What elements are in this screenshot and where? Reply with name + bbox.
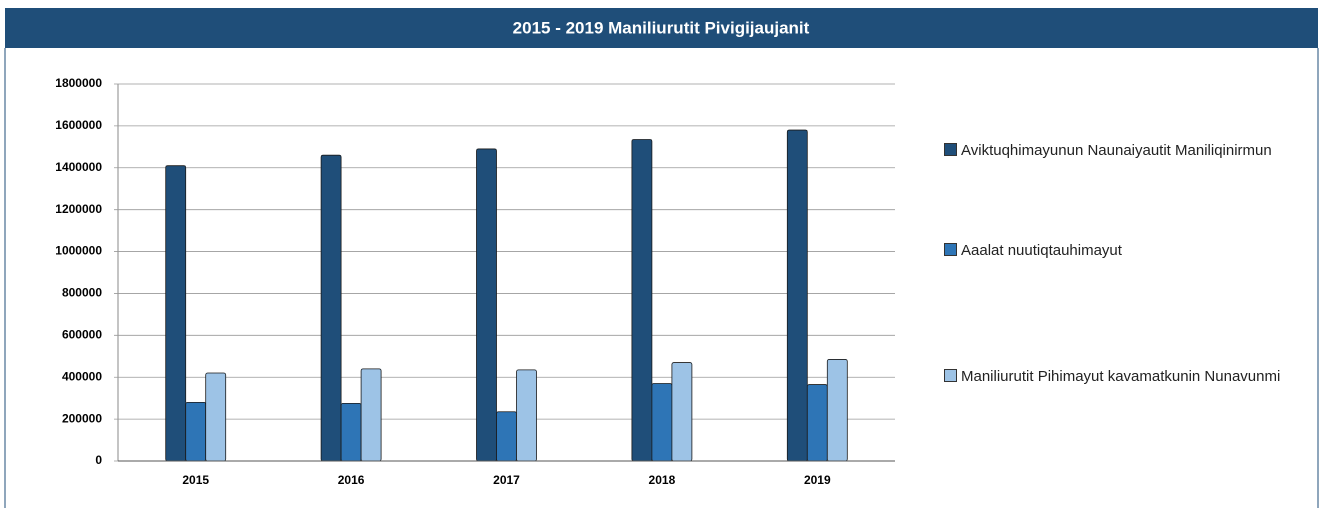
y-tick-label: 800000 [62,286,102,300]
x-tick-label: 2019 [804,473,831,487]
y-tick-label: 1200000 [55,202,102,216]
x-tick-label: 2018 [649,473,676,487]
legend-item: Maniliurutit Pihimayut kavamatkunin Nuna… [944,366,1284,388]
bar [340,403,362,462]
y-tick-label: 200000 [62,411,102,425]
bar [826,359,848,462]
legend-label: Aaalat nuutiqtauhimayut [961,242,1122,259]
y-tick-label: 600000 [62,328,102,342]
legend-label: Maniliurutit Pihimayut kavamatkunin Nuna… [961,368,1281,385]
legend-swatch [944,243,957,256]
bar [185,401,207,462]
y-tick-label: 1000000 [55,244,102,258]
legend: Aviktuqhimayunun Naunaiyautit Maniliqini… [944,0,1304,508]
bar [516,369,537,462]
legend-label: Aviktuqhimayunun Naunaiyautit Maniliqini… [961,142,1272,159]
bar [651,383,673,462]
bar [496,411,517,462]
x-tick-label: 2017 [493,473,520,487]
legend-item: Aaalat nuutiqtauhimayut [944,240,1284,262]
y-tick-label: 1800000 [55,76,102,90]
bar [806,384,828,462]
bar [165,165,187,462]
legend-item: Aviktuqhimayunun Naunaiyautit Maniliqini… [944,140,1284,162]
bar [476,148,497,462]
y-tick-label: 400000 [62,369,102,383]
legend-swatch [944,143,957,156]
bar [205,372,227,462]
bar [671,362,693,462]
y-tick-label: 1400000 [55,160,102,174]
x-tick-label: 2016 [338,473,365,487]
y-tick-label: 1600000 [55,118,102,132]
legend-swatch [944,369,957,382]
y-tick-label: 0 [95,453,102,467]
bar [786,129,808,462]
bar [320,154,342,462]
title-bar [5,8,1318,48]
x-tick-label: 2015 [182,473,209,487]
chart-title: 2015 - 2019 Maniliurutit Pivigijaujanit [513,18,810,37]
bar [631,139,653,462]
bar [360,368,382,462]
